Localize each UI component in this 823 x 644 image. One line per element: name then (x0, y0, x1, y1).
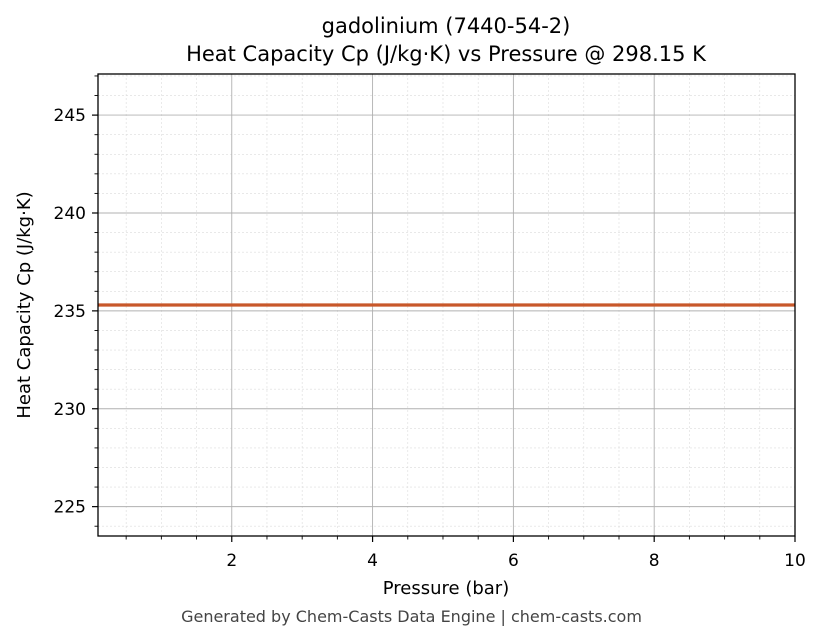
minor-grid (98, 74, 795, 536)
y-tick-label: 230 (54, 400, 86, 420)
x-tick-label: 8 (649, 551, 660, 571)
x-tick-label: 4 (367, 551, 378, 571)
y-tick-label: 225 (54, 498, 86, 518)
y-tick-labels: 225 230 235 240 245 (54, 106, 86, 518)
y-tick-label: 240 (54, 204, 86, 224)
y-axis-label: Heat Capacity Cp (J/kg·K) (14, 191, 35, 418)
x-tick-labels: 2 4 6 8 10 (226, 551, 805, 571)
axis-ticks (92, 75, 796, 542)
chart-subtitle: Heat Capacity Cp (J/kg·K) vs Pressure @ … (186, 42, 707, 66)
footer-credit: Generated by Chem-Casts Data Engine | ch… (181, 607, 642, 626)
x-tick-label: 10 (784, 551, 806, 571)
y-tick-label: 245 (54, 106, 86, 126)
x-axis-label: Pressure (bar) (383, 578, 509, 599)
y-tick-label: 235 (54, 302, 86, 322)
plot-frame (97, 73, 796, 537)
x-tick-label: 6 (508, 551, 519, 571)
x-tick-label: 2 (226, 551, 237, 571)
chart-title: gadolinium (7440-54-2) (322, 14, 571, 38)
